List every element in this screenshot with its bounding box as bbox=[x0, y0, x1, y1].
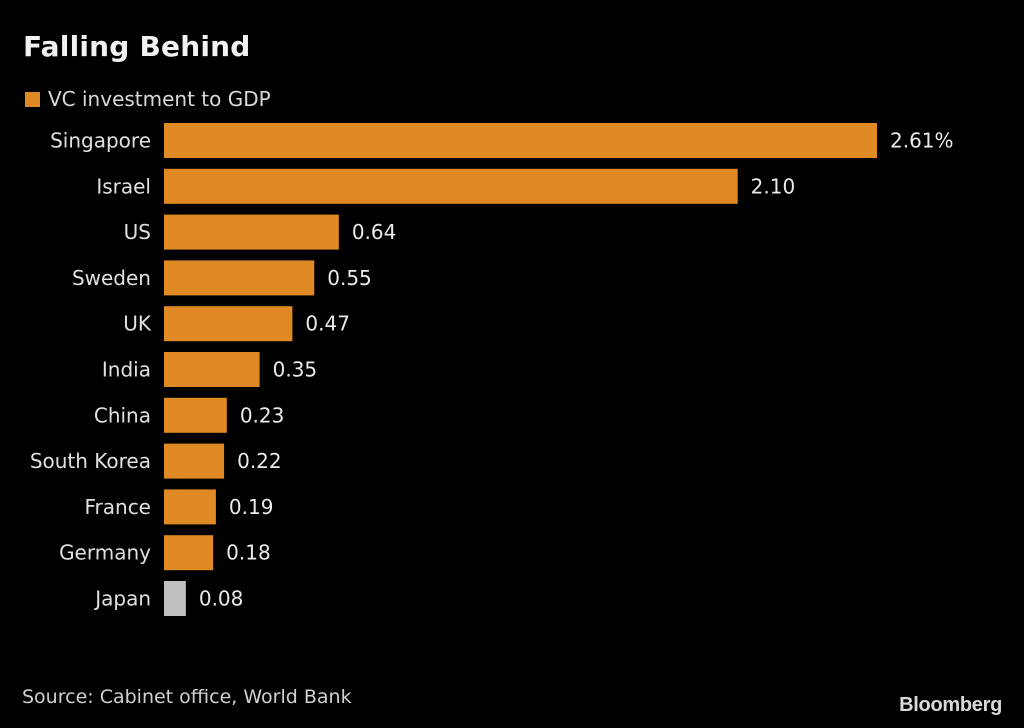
category-label: Israel bbox=[96, 174, 151, 198]
category-label: US bbox=[124, 220, 151, 244]
legend-swatch bbox=[25, 91, 40, 107]
category-label: France bbox=[84, 495, 151, 519]
bar-us bbox=[164, 214, 339, 250]
category-label: Germany bbox=[59, 541, 151, 565]
data-label: 0.18 bbox=[226, 541, 271, 565]
category-label: Japan bbox=[93, 587, 151, 611]
bloomberg-logo: Bloomberg bbox=[899, 694, 1002, 716]
category-label: China bbox=[94, 403, 151, 427]
data-label: 0.35 bbox=[273, 358, 318, 382]
bar-china bbox=[164, 397, 227, 433]
category-label: UK bbox=[123, 312, 152, 336]
data-label: 0.19 bbox=[229, 495, 274, 519]
data-label: 0.64 bbox=[352, 220, 397, 244]
bar-israel bbox=[164, 168, 738, 204]
legend: VC investment to GDP bbox=[25, 87, 271, 111]
data-label: 0.22 bbox=[237, 449, 282, 473]
data-label: 0.23 bbox=[240, 403, 285, 427]
data-label: 0.55 bbox=[327, 266, 372, 290]
bar-japan bbox=[164, 581, 186, 616]
chart-title: Falling Behind bbox=[23, 30, 251, 63]
data-label: 0.47 bbox=[305, 312, 350, 336]
bar-germany bbox=[164, 535, 214, 571]
data-label: 0.08 bbox=[199, 587, 244, 611]
data-label: 2.61% bbox=[890, 129, 954, 153]
bar-sweden bbox=[164, 260, 315, 296]
bar-uk bbox=[164, 306, 293, 342]
bar-india bbox=[164, 352, 260, 387]
bar-france bbox=[164, 489, 216, 525]
category-label: Singapore bbox=[50, 129, 151, 153]
data-label: 2.10 bbox=[751, 174, 796, 198]
legend-label: VC investment to GDP bbox=[48, 87, 271, 111]
bar-south-korea bbox=[164, 443, 225, 479]
category-label: India bbox=[102, 358, 151, 382]
category-label: South Korea bbox=[30, 449, 151, 473]
category-label: Sweden bbox=[72, 266, 151, 290]
bar-singapore bbox=[164, 123, 877, 158]
source-note: Source: Cabinet office, World Bank bbox=[22, 686, 352, 708]
